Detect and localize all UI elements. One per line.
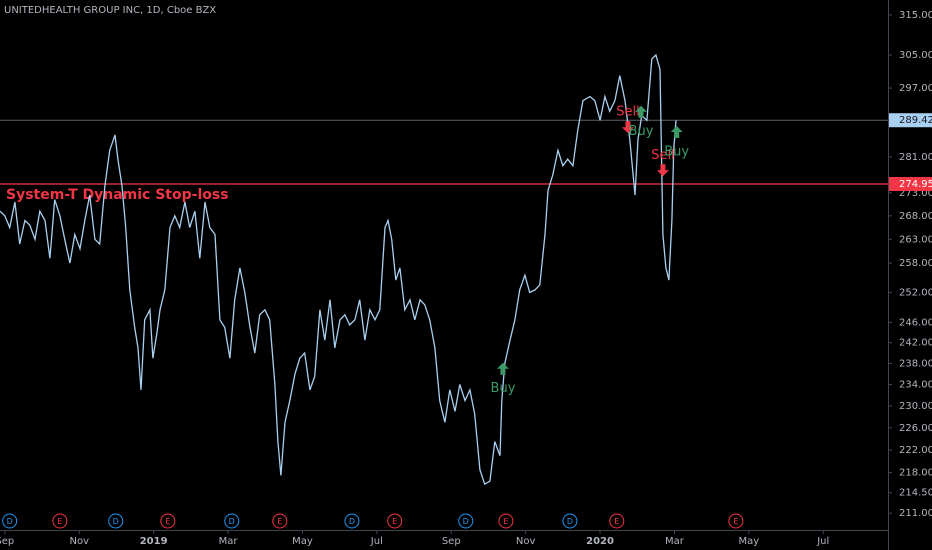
y-tick-label: 246.00	[899, 317, 932, 328]
last-price-box	[889, 113, 932, 128]
event-label: D	[229, 517, 235, 526]
event-marker	[609, 513, 625, 529]
event-label: D	[113, 517, 119, 526]
last-price-label: 289.42	[899, 115, 932, 126]
event-label: D	[567, 517, 573, 526]
event-label: E	[165, 517, 170, 526]
y-tick-label: 234.00	[899, 380, 932, 391]
event-marker	[108, 513, 124, 529]
event-label: E	[733, 517, 738, 526]
signal-arrow	[496, 362, 509, 375]
x-tick-label: Sep	[0, 536, 14, 547]
event-marker	[498, 513, 514, 529]
event-marker	[344, 513, 360, 529]
y-tick-label: 268.00	[899, 211, 932, 222]
y-tick-label: 211.00	[899, 508, 932, 519]
stop-loss-box	[889, 176, 932, 191]
y-tick-label: 315.00	[899, 10, 932, 21]
event-label: E	[503, 517, 508, 526]
y-tick-label: 214.50	[899, 488, 932, 499]
y-tick-label: 252.00	[899, 287, 932, 298]
y-tick-label: 238.00	[899, 358, 932, 369]
event-label: E	[392, 517, 397, 526]
x-tick-label: Mar	[665, 536, 685, 547]
signal-arrow	[634, 105, 647, 118]
event-marker	[562, 513, 578, 529]
y-tick-label: 263.00	[899, 234, 932, 245]
event-marker	[458, 513, 474, 529]
x-tick-label: Jul	[370, 536, 383, 547]
x-tick-label: Nov	[69, 536, 89, 547]
y-tick-label: 258.00	[899, 258, 932, 269]
y-tick-label: 305.00	[899, 50, 932, 61]
signal-arrow	[670, 125, 683, 138]
price-line	[0, 53, 677, 486]
signal-label: Buy	[491, 381, 516, 396]
y-tick-label: 226.00	[899, 423, 932, 434]
event-marker	[387, 513, 403, 529]
y-tick-label: 273.00	[899, 188, 932, 199]
event-label: E	[614, 517, 619, 526]
event-label: D	[7, 517, 13, 526]
x-tick-label: 2019	[140, 536, 168, 547]
signal-label: Sell	[651, 148, 674, 163]
x-tick-label: May	[739, 536, 760, 547]
x-tick-label: Mar	[219, 536, 239, 547]
y-tick-label: 242.00	[899, 338, 932, 349]
signal-arrow	[656, 164, 669, 177]
y-tick-label: 297.00	[899, 83, 932, 94]
event-label: E	[57, 517, 62, 526]
signal-label: Buy	[664, 144, 689, 159]
x-tick-label: Jul	[816, 536, 829, 547]
y-tick-label: 230.00	[899, 401, 932, 412]
event-label: D	[349, 517, 355, 526]
signal-arrow	[621, 121, 634, 134]
chart-title: UNITEDHEALTH GROUP INC, 1D, Cboe BZX	[4, 5, 216, 16]
event-marker	[224, 513, 240, 529]
x-tick-label: May	[292, 536, 313, 547]
stop-loss-label: System-T Dynamic Stop-loss	[6, 187, 229, 203]
event-marker	[2, 513, 18, 529]
signal-label: Buy	[629, 124, 654, 139]
event-marker	[52, 513, 68, 529]
event-marker	[728, 513, 744, 529]
event-marker	[272, 513, 288, 529]
signal-label: Sell	[616, 105, 639, 120]
event-label: E	[277, 517, 282, 526]
event-label: D	[463, 517, 469, 526]
x-tick-label: Nov	[516, 536, 536, 547]
x-tick-label: 2020	[586, 536, 614, 547]
y-tick-label: 281.00	[899, 152, 932, 163]
stop-loss-value: 274.95	[899, 179, 932, 190]
y-tick-label: 222.00	[899, 445, 932, 456]
x-tick-label: Sep	[442, 536, 461, 547]
event-marker	[160, 513, 176, 529]
y-tick-label: 218.00	[899, 468, 932, 479]
